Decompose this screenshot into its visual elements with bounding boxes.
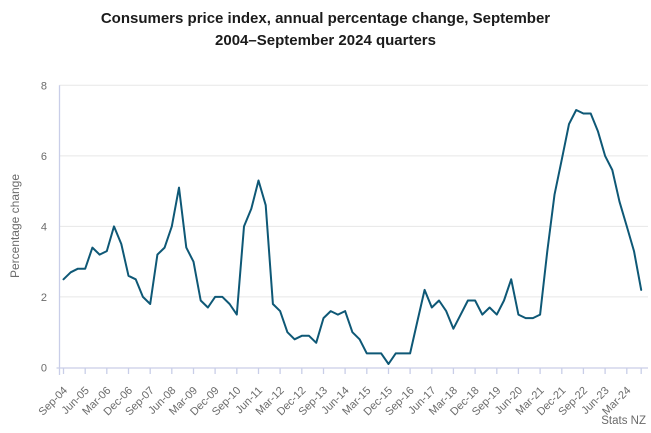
cpi-line-series bbox=[62, 109, 643, 365]
y-tick-label: 2 bbox=[41, 292, 47, 304]
chart-title-line2: 2004–September 2024 quarters bbox=[215, 32, 436, 49]
source-label: Stats NZ bbox=[601, 415, 646, 427]
y-axis-title: Percentage change bbox=[8, 174, 22, 278]
gridlines-group bbox=[59, 84, 648, 298]
y-tick-label: 0 bbox=[41, 363, 47, 375]
y-tick-label: 8 bbox=[41, 80, 47, 92]
chart-title-line1: Consumers price index, annual percentage… bbox=[100, 10, 551, 27]
y-tick-group: 0 2 4 6 8 bbox=[41, 80, 47, 374]
x-tick-group: Sep-04Jun-05Mar-06Dec-06Sep-07Jun-08Mar-… bbox=[37, 368, 642, 418]
y-tick-label: 6 bbox=[41, 151, 47, 163]
axes-group bbox=[56, 85, 648, 375]
series-group bbox=[62, 109, 643, 365]
y-tick-label: 4 bbox=[41, 221, 47, 233]
chart-title: Consumers price index, annual percentage… bbox=[0, 8, 651, 52]
